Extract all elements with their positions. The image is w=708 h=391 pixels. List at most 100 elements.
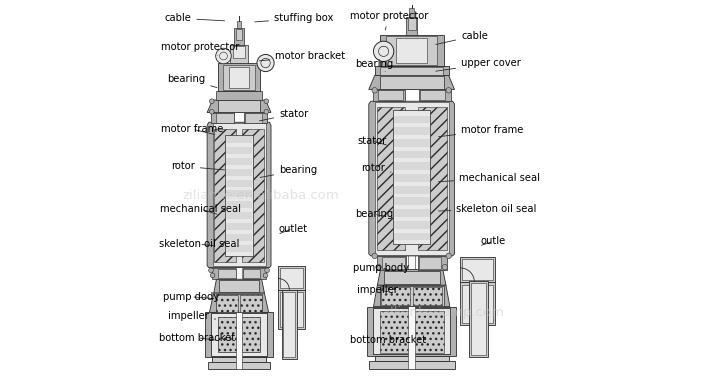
Text: skeleton oil seal: skeleton oil seal [438, 204, 537, 214]
Bar [418, 107, 447, 250]
Bar [217, 100, 261, 112]
Bar [379, 286, 444, 306]
Bar [240, 295, 262, 312]
Polygon shape [367, 307, 457, 356]
Bar [217, 91, 262, 100]
Polygon shape [394, 221, 430, 229]
Text: stuffing box: stuffing box [255, 13, 333, 23]
Bar [418, 256, 447, 269]
Polygon shape [227, 245, 252, 252]
Text: bearing: bearing [260, 165, 317, 178]
Circle shape [264, 109, 268, 114]
Bar [280, 268, 302, 288]
Bar [231, 45, 248, 63]
Bar [413, 287, 442, 305]
Bar [217, 269, 236, 278]
Bar [236, 21, 241, 29]
Bar [379, 34, 444, 66]
Bar [369, 361, 455, 369]
Polygon shape [227, 212, 252, 219]
Polygon shape [374, 308, 450, 355]
Bar [387, 36, 437, 65]
Text: mechanical seal: mechanical seal [438, 173, 540, 183]
Circle shape [210, 99, 214, 104]
Polygon shape [394, 139, 430, 147]
Polygon shape [369, 101, 455, 256]
Bar [393, 110, 430, 244]
Bar [217, 295, 239, 312]
Circle shape [257, 54, 274, 72]
Text: bearing: bearing [167, 74, 217, 88]
Text: bearing: bearing [355, 59, 393, 72]
Bar [244, 113, 263, 123]
Circle shape [265, 268, 270, 273]
Bar [380, 67, 442, 75]
Polygon shape [207, 100, 271, 113]
Polygon shape [227, 234, 252, 241]
Circle shape [446, 253, 452, 258]
Bar [212, 357, 266, 362]
Polygon shape [394, 127, 430, 135]
Bar [375, 66, 449, 75]
Polygon shape [394, 174, 430, 182]
Bar [379, 76, 444, 89]
Bar [233, 46, 245, 58]
Bar [418, 90, 450, 101]
Bar [234, 29, 244, 45]
Circle shape [442, 264, 447, 270]
Bar [372, 90, 405, 101]
Bar [283, 292, 295, 357]
Bar [462, 285, 493, 323]
Text: pump body: pump body [353, 263, 409, 273]
Text: cable: cable [164, 13, 224, 23]
Bar [223, 65, 256, 90]
Text: pump dody: pump dody [163, 292, 219, 302]
Bar [243, 269, 261, 278]
Text: skeleton oil seal: skeleton oil seal [159, 239, 239, 249]
Polygon shape [394, 162, 430, 170]
Bar [214, 129, 236, 262]
Bar [229, 67, 249, 88]
Circle shape [446, 88, 452, 93]
Bar [217, 63, 261, 91]
Polygon shape [227, 158, 252, 165]
Bar [282, 290, 297, 359]
Text: outlet: outlet [278, 224, 307, 233]
Bar [382, 257, 405, 269]
Circle shape [216, 48, 232, 64]
Text: bottom bracket: bottom bracket [350, 335, 426, 344]
Text: motor protector: motor protector [161, 43, 239, 55]
Text: bottom bracket: bottom bracket [159, 333, 235, 343]
Bar [208, 362, 270, 369]
Bar [225, 135, 253, 256]
Bar [460, 256, 496, 282]
Text: cable: cable [436, 31, 488, 45]
Text: rotor: rotor [171, 161, 224, 171]
Bar [471, 283, 486, 355]
Text: upper cover: upper cover [436, 58, 521, 71]
Bar [242, 129, 264, 262]
Polygon shape [214, 279, 264, 293]
Text: motor bracket: motor bracket [259, 51, 346, 61]
Bar [216, 294, 263, 312]
Polygon shape [227, 223, 252, 230]
Text: motor protector: motor protector [350, 11, 428, 30]
Bar [236, 29, 242, 40]
Circle shape [376, 264, 382, 270]
Bar [243, 267, 266, 279]
Bar [375, 102, 449, 255]
Text: stator: stator [357, 136, 387, 146]
Bar [460, 282, 496, 325]
Circle shape [210, 273, 215, 278]
Text: rotor: rotor [361, 163, 391, 173]
Text: motor frame: motor frame [438, 125, 523, 137]
Polygon shape [210, 293, 268, 312]
Bar [278, 266, 304, 290]
Bar [377, 256, 406, 269]
Polygon shape [211, 313, 267, 356]
Bar [278, 290, 304, 329]
Bar [377, 107, 406, 250]
Circle shape [264, 99, 268, 104]
Text: motor frame: motor frame [161, 124, 224, 135]
Text: impeller: impeller [168, 311, 216, 321]
